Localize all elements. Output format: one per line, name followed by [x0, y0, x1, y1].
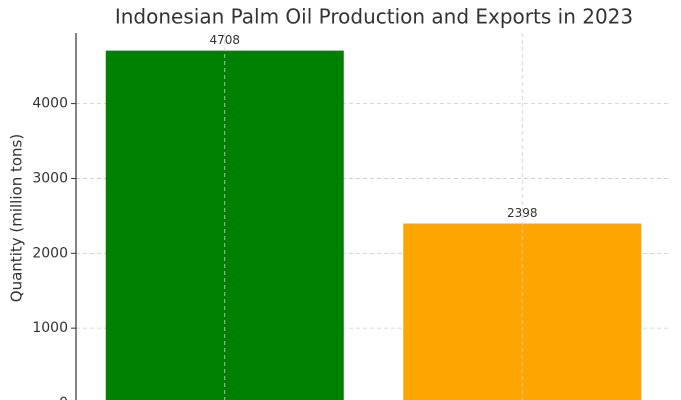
y-tick-label: 2000: [32, 245, 68, 261]
y-tick-label: 3000: [32, 170, 68, 186]
y-tick-label: 0: [59, 395, 68, 400]
y-axis-label: Quantity (million tons): [8, 134, 26, 302]
bar: [403, 223, 642, 400]
y-tick-label: 4000: [32, 96, 68, 112]
chart-title: Indonesian Palm Oil Production and Expor…: [115, 5, 633, 29]
y-tick-label: 1000: [32, 320, 68, 336]
value-label: 2398: [507, 206, 538, 220]
value-label: 4708: [209, 33, 240, 47]
